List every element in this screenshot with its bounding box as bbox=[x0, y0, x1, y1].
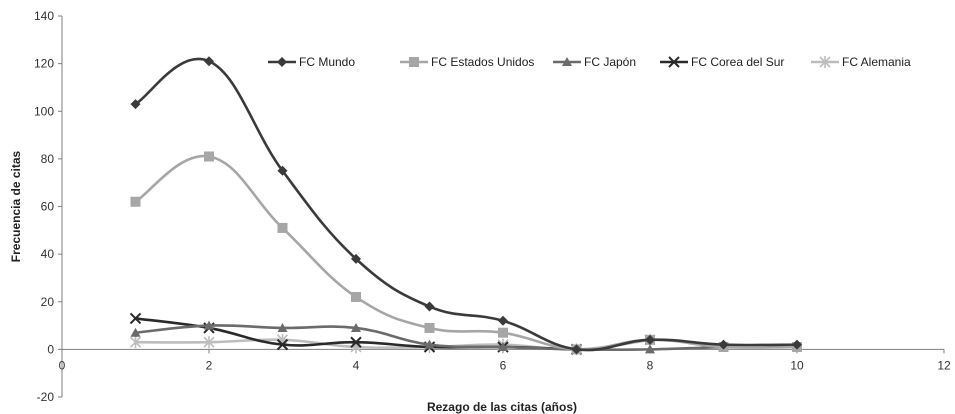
y-tick-label: 100 bbox=[34, 104, 54, 118]
data-point bbox=[498, 315, 508, 326]
data-point bbox=[130, 99, 141, 110]
legend-marker bbox=[562, 57, 572, 66]
data-point bbox=[130, 196, 141, 207]
y-tick-label: 40 bbox=[41, 247, 55, 261]
data-point bbox=[277, 165, 288, 176]
legend-label: FC Corea del Sur bbox=[691, 55, 784, 69]
data-point bbox=[204, 320, 214, 330]
legend-label: FC Alemania bbox=[842, 55, 911, 69]
data-point bbox=[351, 291, 361, 302]
data-point bbox=[424, 301, 435, 312]
data-point bbox=[276, 338, 289, 351]
tick-marks: -20 0 20 40 60 80 100 120 140 0 2 4 6 8 10 12 bbox=[34, 9, 951, 404]
data-point bbox=[645, 334, 655, 345]
data-point bbox=[498, 327, 508, 338]
series-line bbox=[134, 154, 798, 351]
series-line bbox=[134, 57, 798, 352]
data-point bbox=[498, 341, 508, 351]
x-tick-label: 12 bbox=[937, 358, 951, 372]
series-layer bbox=[129, 56, 802, 356]
data-point bbox=[351, 322, 361, 332]
y-tick-label: 80 bbox=[41, 152, 55, 166]
x-tick-label: 8 bbox=[647, 358, 654, 372]
legend-label: FC Japón bbox=[584, 55, 636, 69]
data-point bbox=[204, 151, 214, 162]
legend-marker bbox=[409, 57, 419, 67]
x-tick-label: 2 bbox=[206, 358, 213, 372]
data-point bbox=[130, 327, 141, 337]
y-tick-label: -20 bbox=[37, 390, 55, 404]
data-point bbox=[277, 222, 288, 233]
data-point bbox=[351, 253, 361, 264]
legend-item: FC Corea del Sur bbox=[660, 55, 784, 69]
x-tick-label: 6 bbox=[500, 358, 507, 372]
data-point bbox=[792, 339, 802, 350]
data-point bbox=[718, 339, 729, 350]
data-point bbox=[129, 312, 142, 325]
data-point bbox=[645, 344, 655, 354]
legend-label: FC Mundo bbox=[299, 55, 355, 69]
data-point bbox=[129, 336, 142, 349]
legend: FC Mundo FC Estados Unidos FC Japón FC Core… bbox=[268, 55, 911, 69]
y-tick-label: 20 bbox=[41, 295, 55, 309]
data-point bbox=[350, 336, 362, 348]
y-axis-title: Frecuencia de citas bbox=[9, 150, 23, 262]
x-axis-title: Rezago de las citas (años) bbox=[427, 400, 577, 414]
y-tick-label: 60 bbox=[41, 200, 55, 214]
series-fc-estados-unidos bbox=[130, 151, 802, 355]
y-tick-label: 0 bbox=[47, 342, 54, 356]
x-tick-label: 4 bbox=[353, 358, 360, 372]
data-point bbox=[571, 344, 582, 355]
legend-marker bbox=[819, 56, 831, 68]
legend-item: FC Estados Unidos bbox=[400, 55, 534, 69]
legend-label: FC Estados Unidos bbox=[431, 55, 534, 69]
legend-item: FC Japón bbox=[553, 55, 636, 69]
legend-marker bbox=[668, 56, 680, 68]
series-fc-mundo bbox=[130, 56, 802, 355]
x-tick-label: 10 bbox=[790, 358, 804, 372]
legend-item: FC Mundo bbox=[268, 55, 355, 69]
data-point bbox=[277, 322, 288, 332]
data-point bbox=[203, 336, 215, 349]
legend-item: FC Alemania bbox=[811, 55, 911, 69]
data-point bbox=[204, 56, 214, 67]
data-point bbox=[424, 322, 435, 333]
legend-marker bbox=[277, 57, 287, 67]
data-point bbox=[424, 339, 435, 349]
y-tick-label: 120 bbox=[34, 57, 54, 71]
y-tick-label: 140 bbox=[34, 9, 54, 23]
x-tick-label: 0 bbox=[59, 358, 66, 372]
